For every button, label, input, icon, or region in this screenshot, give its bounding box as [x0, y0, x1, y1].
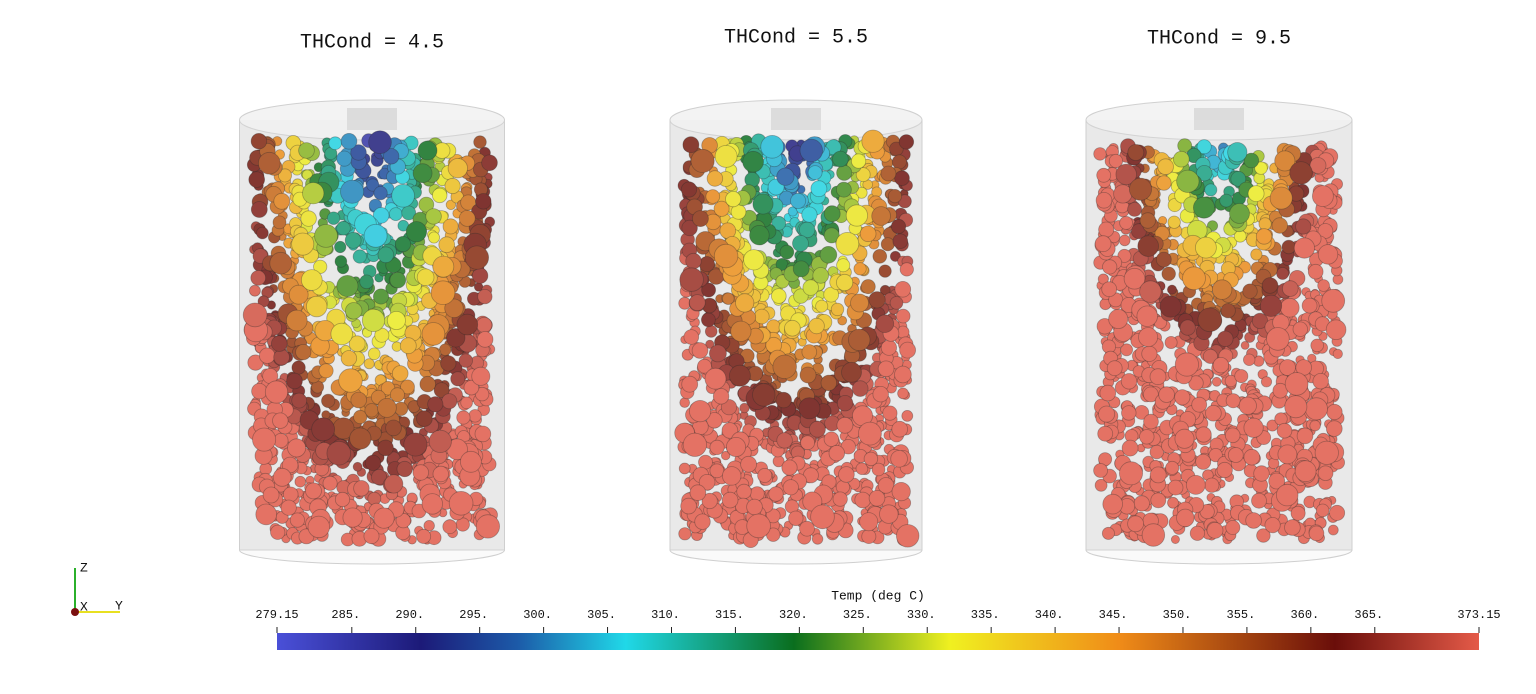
colorbar-tick-label: 295. — [459, 608, 488, 622]
colorbar-tick-label: 315. — [715, 608, 744, 622]
panel-title: THCond = 4.5 — [300, 31, 444, 54]
colorbar-tick-label: 373.15 — [1457, 608, 1500, 622]
colorbar-tick-label: 350. — [1163, 608, 1192, 622]
cylinder-front — [1085, 120, 1353, 565]
particle — [427, 231, 440, 244]
colorbar-tick-label: 320. — [779, 608, 808, 622]
panel: THCond = 9.5 — [1085, 27, 1353, 565]
colorbar-tick-label: 340. — [1035, 608, 1064, 622]
colorbar-tick-label: 355. — [1227, 608, 1256, 622]
colorbar-tick-label: 345. — [1099, 608, 1128, 622]
colorbar-tick-label: 279.15 — [255, 608, 298, 622]
particle — [334, 240, 347, 254]
particle — [352, 461, 363, 472]
panel-title: THCond = 5.5 — [724, 26, 868, 49]
colorbar-tick-label: 330. — [907, 608, 936, 622]
particle — [363, 358, 375, 370]
cylinder-front — [669, 120, 923, 565]
z-label: Z — [80, 560, 88, 575]
y-label: Y — [115, 598, 123, 613]
colorbar-ticks: 279.15 285. 290. 295. 300. 305. 310. 315. 320. 32… — [255, 608, 1501, 633]
colorbar-tick-label: 300. — [523, 608, 552, 622]
panels: THCond = 4.5 THCond = 5.5 THCond = 9.5 — [239, 26, 1353, 565]
cylinder-inlet — [347, 108, 397, 130]
particle — [294, 475, 307, 488]
particle — [423, 520, 435, 532]
x-label: X — [80, 599, 88, 614]
colorbar-tick-label: 335. — [971, 608, 1000, 622]
x-axis — [71, 608, 79, 616]
colorbar — [277, 633, 1479, 650]
panel: THCond = 4.5 — [239, 31, 505, 565]
panel-title: THCond = 9.5 — [1147, 27, 1291, 50]
cylinder-front — [239, 120, 505, 565]
colorbar-tick-label: 290. — [395, 608, 424, 622]
colorbar-tick-label: 325. — [843, 608, 872, 622]
colorbar-title: Temp (deg C) — [831, 588, 925, 603]
colorbar-tick-label: 360. — [1290, 608, 1319, 622]
colorbar-tick-label: 365. — [1354, 608, 1383, 622]
particle — [445, 199, 457, 211]
particle — [248, 284, 261, 297]
panel: THCond = 5.5 — [669, 26, 923, 565]
colorbar-tick-label: 305. — [587, 608, 616, 622]
colorbar-tick-label: 310. — [651, 608, 680, 622]
axes-triad: Z X Y — [71, 560, 123, 616]
colorbar-tick-label: 285. — [331, 608, 360, 622]
